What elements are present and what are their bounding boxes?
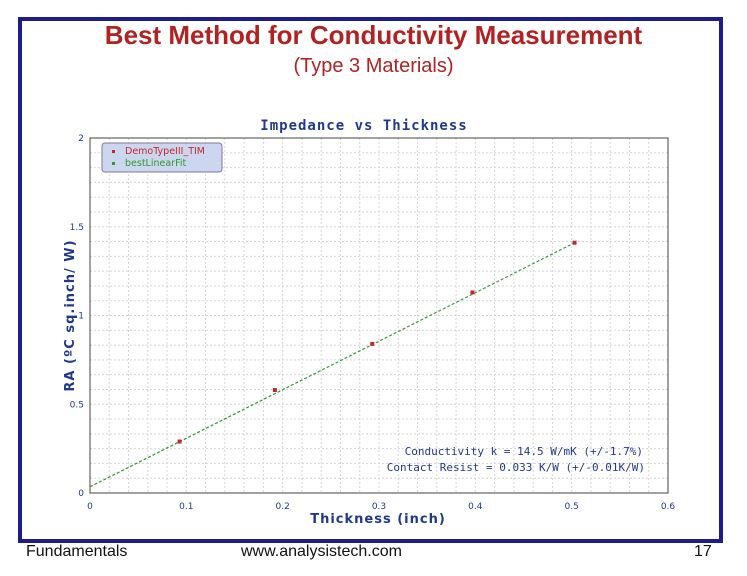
slide-frame — [18, 17, 723, 543]
y-axis-label: RA (ºC sq.inch/ W) — [63, 239, 78, 391]
legend-label: bestLinearFit — [125, 158, 186, 169]
x-tick-label: 0.3 — [372, 502, 386, 512]
y-tick-label: 1.5 — [70, 223, 84, 233]
data-point — [177, 439, 182, 444]
y-tick-label: 2 — [78, 134, 84, 144]
y-tick-label: 0.5 — [70, 400, 84, 410]
x-tick-label: 0.1 — [179, 502, 193, 512]
fit-line — [89, 242, 575, 488]
data-point — [470, 290, 475, 295]
footer-website: www.analysistech.com — [241, 543, 402, 560]
x-tick-label: 0.4 — [468, 502, 483, 512]
plot-area — [89, 137, 669, 494]
footer-left-text: Fundamentals — [26, 543, 128, 560]
y-tick-label: 0 — [78, 489, 84, 499]
x-tick-label: 0 — [87, 502, 93, 512]
series-layer — [89, 240, 577, 488]
grid-layer — [90, 138, 668, 493]
slide-subtitle: (Type 3 Materials) — [293, 55, 454, 77]
y-tick-label: 1 — [78, 312, 84, 322]
chart-title: Impedance vs Thickness — [260, 118, 467, 134]
tick-layer: 0 0.1 0.2 0.3 0.4 0.5 0.6 0 0.5 1 1.5 2 — [70, 134, 676, 512]
legend-box — [101, 142, 223, 173]
annotation-conductivity: Conductivity k = 14.5 W/mK (+/-1.7%) — [405, 445, 643, 458]
page-number: 17 — [694, 543, 712, 560]
legend-label: DemoTypeIII_TIM — [125, 146, 205, 157]
legend-swatch — [112, 162, 115, 165]
annotation-contact-resist: Contact Resist = 0.033 K/W (+/-0.01K/W) — [387, 461, 645, 474]
x-tick-label: 0.5 — [565, 502, 579, 512]
data-point — [272, 388, 277, 393]
x-tick-label: 0.2 — [276, 502, 290, 512]
slide-title: Best Method for Conductivity Measurement — [104, 20, 643, 50]
x-axis-label: Thickness (inch) — [310, 512, 446, 527]
data-point — [572, 240, 577, 245]
legend-swatch — [112, 150, 115, 153]
data-point — [370, 341, 375, 346]
x-tick-label: 0.6 — [661, 502, 676, 512]
